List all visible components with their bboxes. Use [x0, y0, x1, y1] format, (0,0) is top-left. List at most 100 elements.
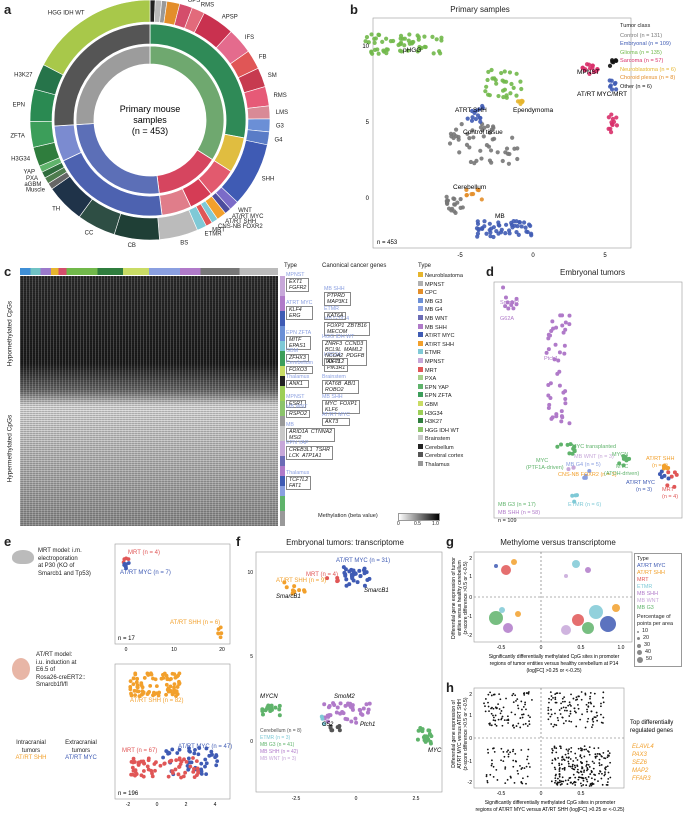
c-gene-group: GBM — [286, 348, 299, 354]
center-line-1: Primary mouse — [120, 104, 181, 114]
e-point — [141, 759, 146, 764]
b-point — [515, 99, 521, 104]
f-xt-2: 2.5 — [413, 796, 420, 802]
h-point — [485, 774, 488, 776]
h-point — [607, 750, 610, 752]
c-heatmap-top — [20, 268, 278, 275]
c-gene-list: ARID1A CTNNA2 MSI2 — [286, 428, 336, 442]
h-point — [604, 767, 606, 770]
b-point — [437, 49, 442, 54]
d-point — [501, 285, 506, 290]
d-point — [621, 456, 626, 461]
g-size-label: 50 — [646, 656, 652, 662]
e-point — [209, 753, 214, 757]
outer-ring-segment — [43, 0, 151, 76]
d-label: (n = 3) — [636, 487, 652, 493]
d-label: (ATOH-driven) — [604, 471, 639, 477]
f-point — [277, 707, 282, 712]
b-legend-item: Control (n = 131) — [620, 32, 663, 39]
c-gene-list: ESR1 — [286, 400, 306, 408]
e-point — [191, 769, 196, 774]
e-atrt-line-3: Rosa26-creERT2:: — [36, 674, 86, 681]
panel-d-letter: d — [486, 264, 494, 279]
b-point — [608, 130, 614, 135]
b-point — [606, 115, 611, 120]
b-ytick-2: 0 — [366, 196, 370, 202]
e-point — [131, 682, 136, 687]
d-label: MYC — [616, 464, 628, 470]
h-point — [575, 725, 578, 728]
h-point — [560, 707, 563, 710]
d-point — [567, 322, 572, 327]
h-point — [598, 753, 601, 755]
e-point — [141, 774, 146, 779]
g-yt-3: -1 — [468, 614, 473, 620]
h-point — [553, 746, 556, 749]
h-point — [585, 703, 588, 706]
h-point — [589, 695, 592, 698]
h-point — [490, 694, 493, 697]
h-point — [489, 724, 491, 726]
f-point — [292, 589, 297, 594]
h-point — [580, 785, 583, 787]
h-point — [586, 767, 589, 769]
h-xlab-0: Significantly differentially methylated … — [485, 800, 616, 806]
h-point — [568, 701, 571, 704]
h-point — [574, 752, 577, 755]
c-cb-tick-1: 0.5 — [414, 521, 421, 527]
h-point — [604, 768, 607, 771]
h-point — [585, 760, 588, 763]
h-point — [549, 715, 552, 718]
h-point — [490, 764, 493, 767]
f-point — [282, 580, 287, 585]
h-point — [499, 698, 502, 701]
b-point — [514, 93, 519, 98]
h-point — [587, 763, 590, 766]
d-point — [560, 415, 565, 420]
c-legend-label: Cerebral cortex — [425, 453, 464, 460]
g-legend-type: MB SHH — [637, 591, 658, 597]
b-point — [514, 219, 519, 224]
h-point — [568, 715, 571, 717]
h-point — [584, 692, 587, 695]
b-point — [524, 229, 529, 234]
f-point — [362, 571, 367, 576]
h-point — [576, 759, 579, 761]
h-point — [558, 775, 561, 778]
h-point — [551, 759, 554, 762]
d-point — [572, 444, 577, 449]
h-point — [523, 694, 526, 696]
f-point — [424, 734, 429, 739]
e-point — [219, 631, 224, 636]
f-point — [353, 716, 358, 721]
h-point — [517, 772, 520, 775]
c-legend: Neuroblastoma MPNST CPC MB G3 MB G4 MB WNT MB … — [418, 272, 488, 470]
b-point — [512, 223, 517, 228]
h-point — [558, 762, 561, 765]
f-point — [326, 714, 331, 719]
e-point — [166, 686, 171, 691]
h-point — [513, 781, 516, 784]
c-legend-swatch — [418, 349, 423, 355]
b-point — [511, 85, 516, 90]
h-point — [502, 760, 505, 762]
c-legend-swatch — [418, 357, 423, 363]
g-legend-box: Type AT/RT MYC AT/RT SHH MRT ETMR MB SHH MB W… — [634, 553, 682, 667]
b-point — [503, 231, 508, 236]
e-point — [141, 769, 146, 773]
h-point — [500, 710, 503, 712]
outer-ring-label: AT/RT MYC — [232, 214, 264, 220]
h-point — [548, 697, 550, 700]
h-point — [520, 700, 523, 703]
b-point — [455, 200, 460, 205]
e-xt-top-1: 10 — [171, 647, 177, 653]
b-point — [504, 95, 509, 100]
f-point — [329, 728, 334, 733]
b-point — [510, 135, 515, 140]
b-legend-item: Embryonal (n = 109) — [620, 41, 671, 47]
e-point — [197, 746, 202, 750]
h-point — [564, 753, 567, 756]
h-point — [512, 724, 515, 727]
b-point — [406, 38, 411, 43]
h-point — [486, 748, 489, 751]
